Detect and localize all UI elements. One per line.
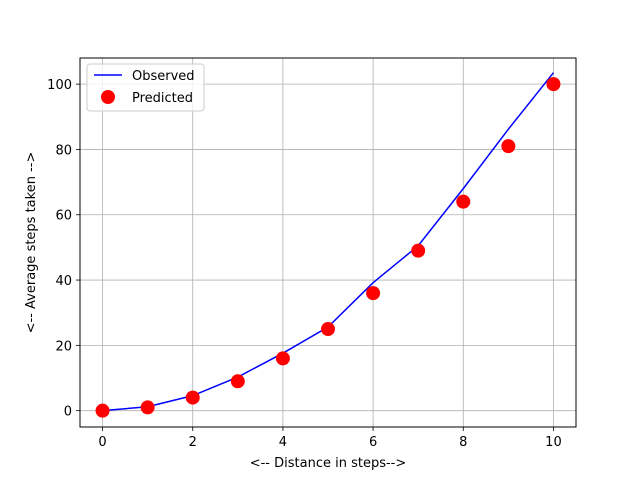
series-predicted-point [275,351,290,366]
x-tick-label: 6 [369,435,377,450]
y-tick-label: 100 [47,78,72,93]
legend-observed-label: Observed [132,69,195,84]
plot-frame [79,57,577,428]
y-tick-label: 40 [55,274,72,289]
series-predicted-point [185,390,200,405]
series-predicted-point [411,243,426,258]
x-tick-label: 8 [459,435,467,450]
legend-predicted-marker-icon [101,90,115,104]
series-predicted-point [140,400,155,415]
legend-predicted-label: Predicted [132,91,193,106]
y-tick-label: 60 [55,209,72,224]
x-tick-label: 10 [545,435,562,450]
series-predicted-point [546,77,561,92]
x-axis-label: <-- Distance in steps--> [250,456,407,471]
x-tick-label: 4 [279,435,287,450]
legend: Observed Predicted [86,63,205,112]
series-predicted-point [95,403,110,418]
series-layer [95,72,561,418]
y-tick-label: 20 [55,339,72,354]
x-tick-label: 2 [189,435,197,450]
series-predicted-point [230,374,245,389]
y-axis-label: <-- Average steps taken --> [24,152,39,334]
x-tick-label: 0 [98,435,106,450]
series-predicted-point [366,286,381,301]
series-predicted-point [456,194,471,209]
y-tick-label: 0 [64,405,72,420]
series-predicted-point [321,322,335,337]
series-predicted-point [501,139,516,154]
y-tick-label: 80 [55,143,72,158]
